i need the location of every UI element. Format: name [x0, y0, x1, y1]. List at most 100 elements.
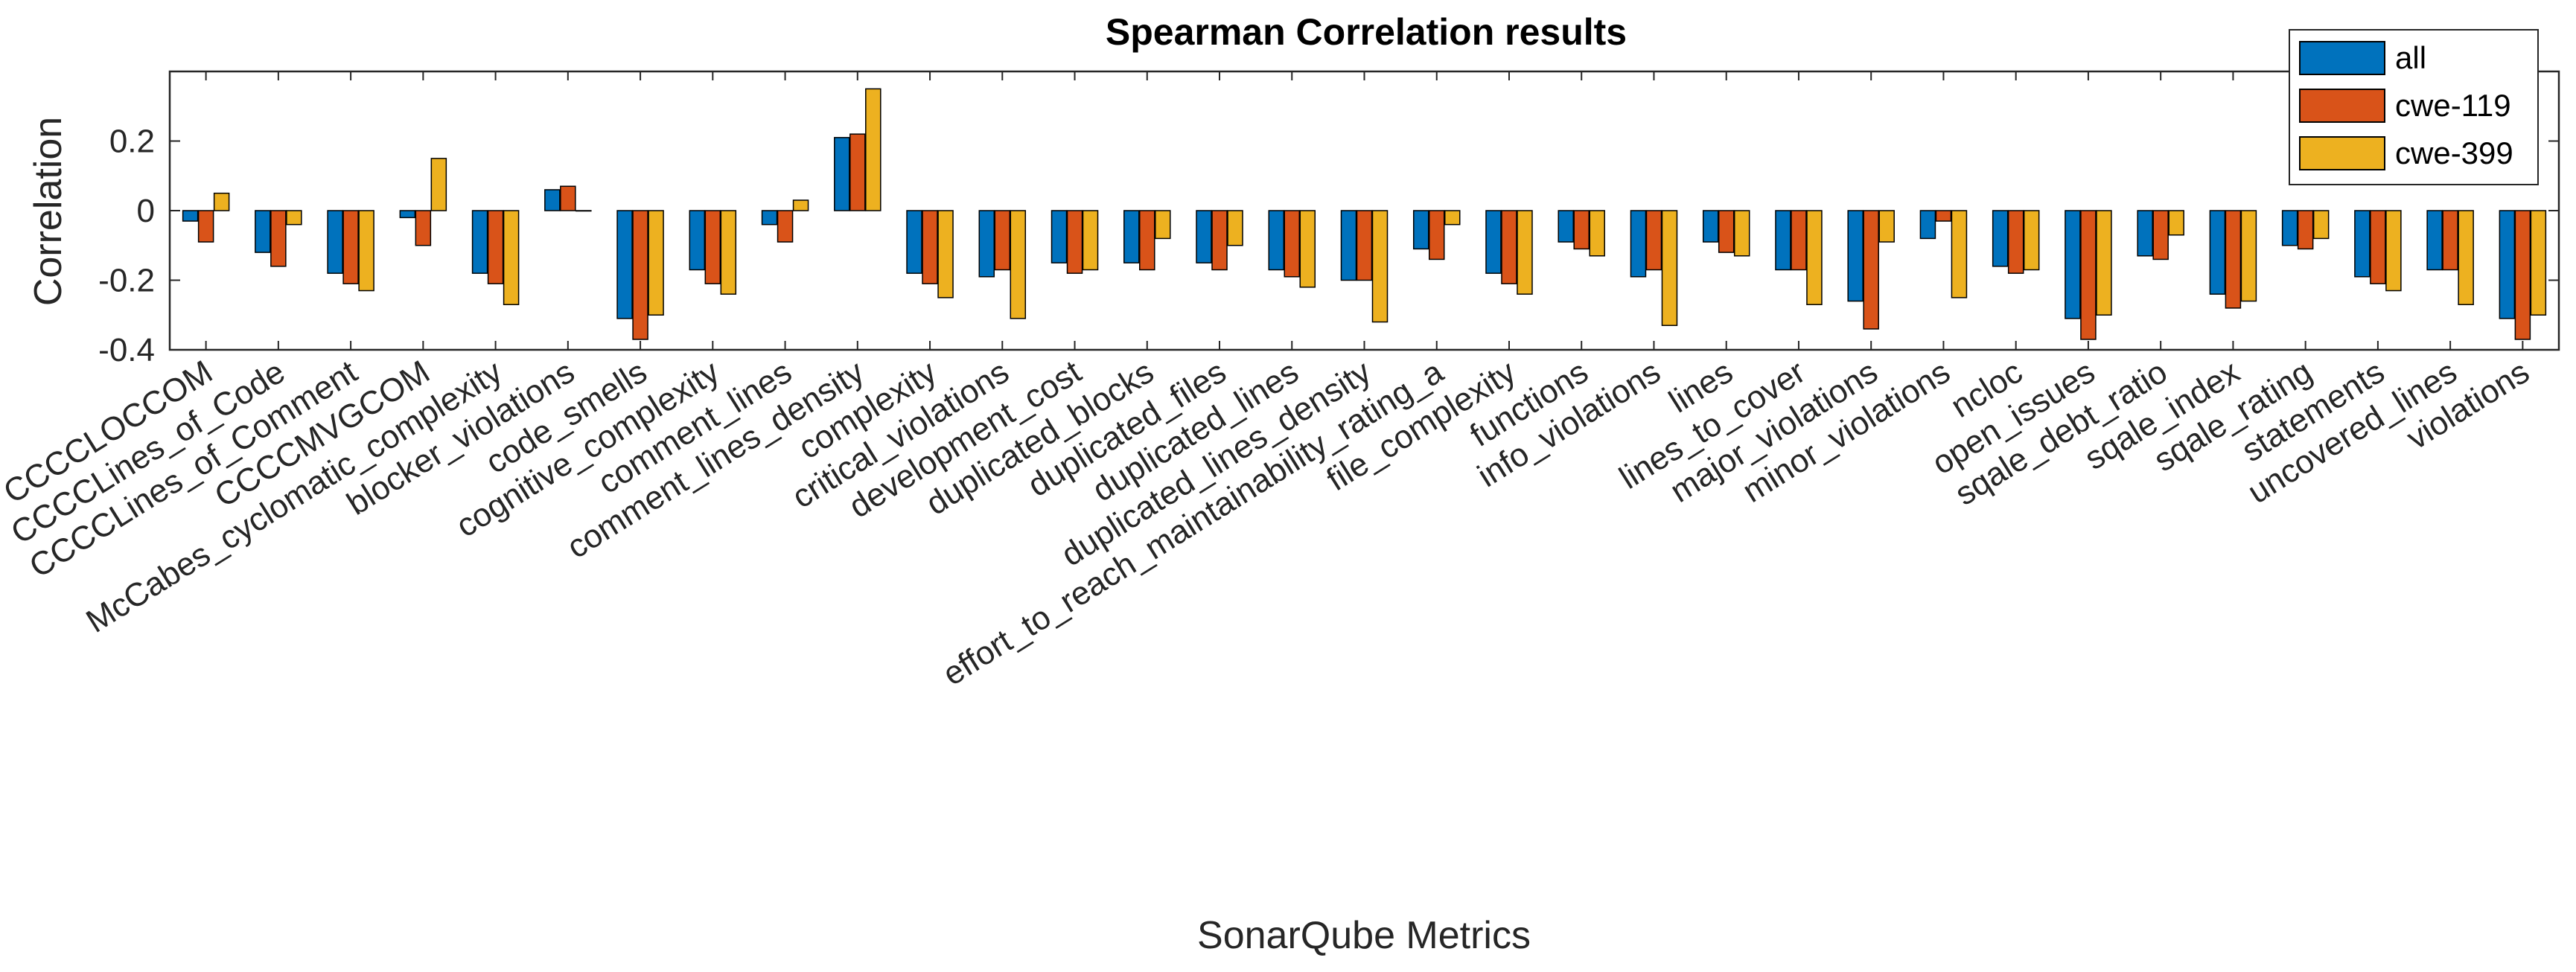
bar-all-sqale_index [2209, 210, 2226, 295]
bar-cwe-119-complexity [922, 210, 938, 284]
bar-cwe-399-file_complexity [1517, 210, 1533, 295]
bar-cwe-119-lines [1718, 210, 1735, 253]
bar-cwe-119-comment_lines [777, 210, 794, 243]
y-tick-label: 0 [137, 193, 155, 229]
bar-all-info_violations [1630, 210, 1647, 278]
bar-all-ncloc [1992, 210, 2009, 267]
bar-cwe-119-duplicated_lines_density [1356, 210, 1373, 281]
bar-cwe-119-sqale_index [2225, 210, 2242, 309]
bar-cwe-399-statements [2385, 210, 2402, 292]
bar-all-sqale_rating [2281, 210, 2298, 246]
bar-cwe-119-functions [1573, 210, 1590, 250]
bar-cwe-399-CCCCLOCCOM [213, 192, 230, 211]
bar-cwe-399-open_issues [2096, 210, 2112, 316]
bar-all-critical_violations [978, 210, 995, 278]
bar-cwe-399-comment_lines_density [865, 88, 881, 211]
bar-cwe-399-functions [1589, 210, 1605, 257]
ticks-layer: -0.4 -0.2 0 0.2 [98, 71, 2559, 368]
bar-cwe-399-info_violations [1661, 210, 1678, 327]
bar-cwe-399-sqale_rating [2312, 210, 2330, 240]
bar-cwe-399-ncloc [2023, 210, 2040, 271]
bar-cwe-119-duplicated_files [1211, 210, 1228, 271]
bar-cwe-399-duplicated_files [1227, 210, 1243, 246]
bar-cwe-399-lines [1733, 210, 1750, 257]
bar-all-blocker_violations [544, 189, 561, 211]
legend: all cwe-119 cwe-399 [2289, 29, 2539, 185]
bar-cwe-119-minor_violations [1935, 210, 1952, 222]
legend-label-cwe-119: cwe-119 [2395, 88, 2511, 123]
legend-swatch-cwe-119 [2299, 89, 2385, 123]
bar-all-functions [1558, 210, 1574, 243]
bar-all-McCabes_cyclomatic_complexity [471, 210, 488, 274]
bar-cwe-399-minor_violations [1951, 210, 1968, 298]
bar-all-development_cost [1051, 210, 1068, 263]
bar-all-duplicated_lines [1268, 210, 1285, 271]
legend-swatch-cwe-399 [2299, 136, 2385, 170]
bar-all-CCCCLines_of_Code [255, 210, 271, 253]
bar-cwe-399-development_cost [1082, 210, 1099, 271]
bar-cwe-399-comment_lines [792, 199, 809, 211]
bar-all-file_complexity [1485, 210, 1502, 274]
bar-cwe-399-complexity [937, 210, 954, 298]
bar-all-duplicated_blocks [1123, 210, 1140, 263]
bar-cwe-399-uncovered_lines [2458, 210, 2474, 305]
bar-cwe-399-CCCCLines_of_Code [286, 210, 302, 226]
bar-all-major_violations [1847, 210, 1864, 302]
bars-layer [182, 88, 2547, 340]
legend-swatch-all [2299, 41, 2385, 75]
bar-cwe-399-critical_violations [1010, 210, 1027, 319]
bar-cwe-119-McCabes_cyclomatic_complexity [487, 210, 504, 284]
bar-cwe-119-CCCCLines_of_Comment [342, 210, 359, 284]
bar-cwe-119-duplicated_blocks [1139, 210, 1155, 271]
x-tick-labels: CCCCLOCCOMCCCCLines_of_CodeCCCCLines_of_… [0, 354, 2536, 693]
bar-cwe-119-development_cost [1066, 210, 1083, 274]
bar-cwe-399-duplicated_lines [1299, 210, 1316, 288]
bar-all-lines_to_cover [1775, 210, 1791, 271]
bar-all-complexity [906, 210, 922, 274]
bar-cwe-119-CCCCMVGCOM [415, 210, 432, 246]
bar-all-uncovered_lines [2426, 210, 2443, 271]
y-axis-label: Correlation [27, 117, 70, 306]
bar-cwe-119-CCCCLines_of_Code [270, 210, 287, 267]
bar-cwe-119-effort_to_reach_maintainability_rating_a [1428, 210, 1445, 260]
bar-cwe-399-CCCCLines_of_Comment [358, 210, 374, 292]
bar-cwe-399-violations [2530, 210, 2547, 316]
bar-cwe-119-ncloc [2007, 210, 2024, 274]
bar-cwe-399-McCabes_cyclomatic_complexity [503, 210, 520, 305]
bar-all-open_issues [2065, 210, 2081, 319]
bar-cwe-119-lines_to_cover [1791, 210, 1807, 271]
bar-cwe-119-file_complexity [1501, 210, 1517, 284]
bar-all-comment_lines_density [834, 137, 850, 211]
bar-cwe-119-blocker_violations [560, 185, 576, 211]
bar-all-lines [1702, 210, 1719, 243]
bar-cwe-399-duplicated_blocks [1155, 210, 1171, 240]
legend-label-all: all [2395, 40, 2426, 75]
bar-cwe-119-sqale_debt_ratio [2152, 210, 2169, 260]
bar-cwe-119-sqale_rating [2297, 210, 2314, 250]
bar-cwe-399-major_violations [1878, 210, 1895, 243]
bar-all-CCCCLines_of_Comment [327, 210, 343, 274]
bar-cwe-399-cognitive_complexity [720, 210, 737, 295]
bar-all-CCCCLOCCOM [182, 210, 199, 222]
chart-title: Spearman Correlation results [1106, 11, 1627, 53]
y-tick-label: -0.2 [98, 263, 155, 299]
bar-all-comment_lines [761, 210, 778, 226]
bar-all-duplicated_files [1196, 210, 1212, 263]
bar-cwe-399-sqale_index [2240, 210, 2257, 302]
bar-all-CCCCMVGCOM [399, 210, 416, 219]
bar-cwe-119-violations [2514, 210, 2531, 340]
y-tick-label: 0.2 [109, 124, 155, 160]
bar-all-cognitive_complexity [689, 210, 706, 271]
bar-cwe-119-info_violations [1645, 210, 1662, 271]
bar-cwe-119-duplicated_lines [1284, 210, 1301, 278]
bar-cwe-119-CCCCLOCCOM [197, 210, 214, 243]
x-axis-label: SonarQube Metrics [1197, 914, 1531, 957]
bar-all-minor_violations [1919, 210, 1936, 240]
bar-cwe-119-uncovered_lines [2442, 210, 2458, 271]
y-tick-label: -0.4 [98, 332, 155, 368]
bar-cwe-119-comment_lines_density [849, 133, 866, 211]
bar-cwe-399-CCCCMVGCOM [430, 158, 447, 211]
bar-cwe-399-effort_to_reach_maintainability_rating_a [1444, 210, 1461, 226]
bar-cwe-119-statements [2370, 210, 2386, 284]
